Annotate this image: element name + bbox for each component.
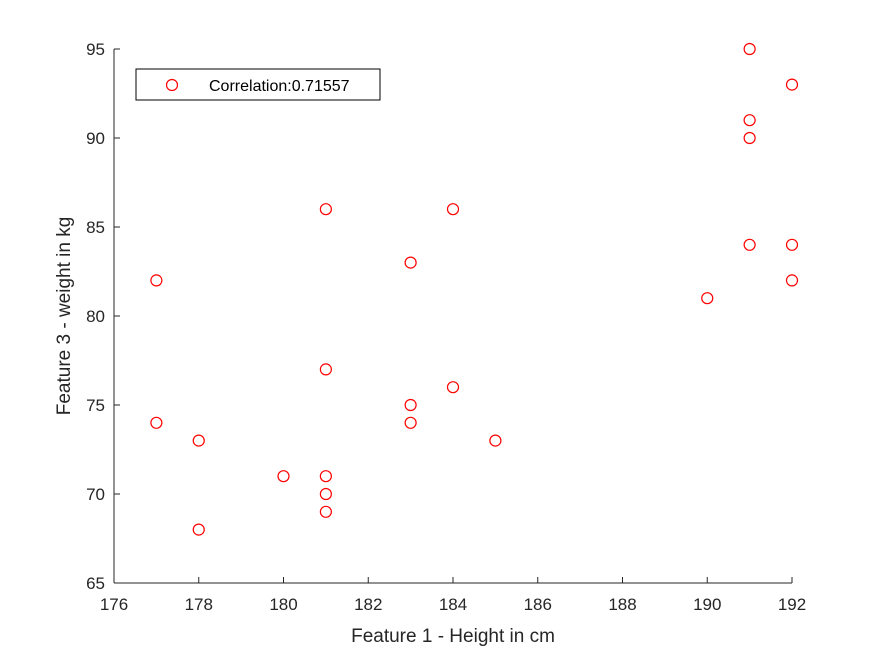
y-axis-ticks: 65 70 75 80 85 90 95 xyxy=(86,40,120,593)
x-tick-label: 188 xyxy=(608,595,636,614)
data-points xyxy=(150,42,799,536)
data-point xyxy=(150,416,163,429)
data-point xyxy=(319,363,332,376)
x-tick-label: 190 xyxy=(693,595,721,614)
x-tick-label: 182 xyxy=(354,595,382,614)
x-axis-ticks: 176 178 180 182 184 186 188 190 192 xyxy=(100,577,806,614)
data-point xyxy=(319,487,332,501)
y-axis-label: Feature 3 - weight in kg xyxy=(54,217,75,416)
data-point xyxy=(404,416,417,429)
data-point xyxy=(743,42,756,56)
y-tick-label: 65 xyxy=(86,574,105,593)
data-point xyxy=(192,434,205,447)
x-tick-label: 192 xyxy=(778,595,806,614)
data-point xyxy=(404,256,417,269)
data-point xyxy=(150,274,163,287)
y-tick-label: 85 xyxy=(86,218,105,237)
legend-box xyxy=(135,68,381,101)
x-tick-label: 176 xyxy=(100,595,128,614)
x-axis-label: Feature 1 - Height in cm xyxy=(351,626,555,647)
data-point xyxy=(446,203,460,216)
data-point xyxy=(277,470,290,483)
data-point xyxy=(701,292,714,305)
y-tick-label: 70 xyxy=(86,485,105,504)
data-point xyxy=(319,203,332,216)
data-point xyxy=(785,238,799,251)
y-tick-label: 75 xyxy=(86,396,105,415)
data-point xyxy=(743,238,756,251)
data-point xyxy=(785,78,799,91)
x-tick-label: 178 xyxy=(185,595,213,614)
x-tick-label: 184 xyxy=(439,595,467,614)
data-point xyxy=(743,114,756,127)
y-tick-label: 95 xyxy=(86,40,105,59)
data-point xyxy=(489,434,502,447)
data-point xyxy=(319,505,332,518)
legend-marker xyxy=(165,78,179,92)
data-point xyxy=(743,131,756,145)
legend: Correlation:0.71557 xyxy=(135,68,381,101)
x-tick-label: 186 xyxy=(524,595,552,614)
data-point xyxy=(192,523,205,536)
data-point xyxy=(319,470,332,483)
y-tick-label: 90 xyxy=(86,129,105,148)
data-point xyxy=(446,381,460,394)
x-tick-label: 180 xyxy=(269,595,297,614)
data-point xyxy=(785,274,799,287)
data-point xyxy=(404,398,417,412)
legend-entry: Correlation:0.71557 xyxy=(209,78,350,95)
y-tick-label: 80 xyxy=(86,307,105,326)
axes xyxy=(113,49,792,584)
